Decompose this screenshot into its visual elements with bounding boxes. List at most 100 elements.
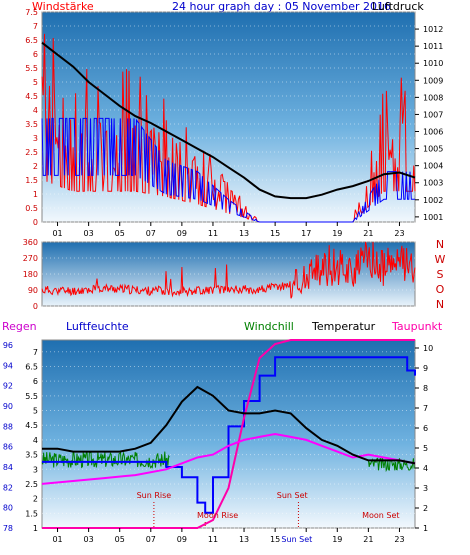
humidity-tick-label: 78 <box>3 524 13 533</box>
humidity-tick-label: 92 <box>3 382 13 391</box>
annotation-label: Sun Rise <box>137 491 172 500</box>
temperature-line <box>42 385 416 465</box>
wind-tick-label: 2 <box>33 162 38 171</box>
x-tick-label: 19 <box>332 535 342 544</box>
windchill-label: Windchill <box>244 320 294 333</box>
wind-tick-label: 1 <box>33 190 38 199</box>
x-tick-label: 03 <box>84 229 94 238</box>
direction-tick-label: 180 <box>23 270 38 279</box>
humidity-tick-label: 86 <box>3 443 13 452</box>
x-tick-label: 11 <box>208 229 218 238</box>
graph-title: 24 hour graph day : 05 November 2016 <box>172 0 391 13</box>
wind-tick-label: 5 <box>33 78 38 87</box>
humidity-tick-label: 94 <box>3 361 13 370</box>
x-tick-label: 13 <box>239 229 249 238</box>
compass-label: W <box>435 253 446 266</box>
x-tick-label: 13 <box>239 535 249 544</box>
x-tick-label: 19 <box>332 229 342 238</box>
direction-tick-label: 360 <box>23 238 38 247</box>
direction-axis: 0 90 180 270 360 <box>23 238 38 311</box>
rain-tick-label: 9 <box>423 364 428 373</box>
wind-tick-label: 3.5 <box>25 120 38 129</box>
temp-tick-label: 3.5 <box>25 451 38 460</box>
rain-tick-label: 7 <box>423 404 428 413</box>
temp-axes: 11.522.533.544.555.566.57788082848688909… <box>3 341 433 533</box>
pressure-tick-label: 1004 <box>423 162 443 171</box>
rain-tick-label: 8 <box>423 384 428 393</box>
wind-tick-label: 4.5 <box>25 92 38 101</box>
pressure-tick-label: 1011 <box>423 42 443 51</box>
compass-label: O <box>436 283 445 296</box>
humidity-tick-label: 80 <box>3 504 13 513</box>
pressure-tick-label: 1010 <box>423 59 443 68</box>
pressure-tick-label: 1008 <box>423 93 443 102</box>
wind-tick-label: 7.5 <box>25 8 38 17</box>
x-tick-label: 01 <box>52 229 62 238</box>
taupunkt-label: Taupunkt <box>391 320 443 333</box>
dewpoint-line <box>41 432 416 485</box>
x-tick-label: 11 <box>208 535 218 544</box>
sun-moon-annotations: Sun Rise Moon Rise Sun Set Moon Set <box>137 491 400 528</box>
temp-tick-label: 3 <box>33 465 38 474</box>
rain-tick-label: 10 <box>423 344 433 353</box>
annotation-label: Moon Rise <box>197 511 238 520</box>
regen-label: Regen <box>2 320 37 333</box>
annotation-label: Moon Set <box>362 511 399 520</box>
wind-tick-label: 5.5 <box>25 64 38 73</box>
wind-tick-label: 7 <box>33 22 38 31</box>
wind-tick-label: 6 <box>33 50 38 59</box>
rain-tick-label: 5 <box>423 444 428 453</box>
wind-axis: 0 0.5 1 1.5 2 2.5 3 3.5 4 4.5 5 5.5 6 6.5 7 7.5 <box>25 8 38 227</box>
direction-panel <box>41 241 416 307</box>
temp-series <box>41 339 416 529</box>
temp-tick-label: 4 <box>33 436 38 445</box>
rain-line <box>42 339 415 529</box>
temp-tick-label: 4.5 <box>25 421 38 430</box>
wind-tick-label: 4 <box>33 106 38 115</box>
direction-line <box>41 241 416 299</box>
pressure-tick-label: 1009 <box>423 76 443 85</box>
rain-tick-label: 3 <box>423 484 428 493</box>
pressure-tick-label: 1001 <box>423 213 443 222</box>
x-tick-label: 05 <box>115 535 125 544</box>
humidity-tick-label: 84 <box>3 463 13 472</box>
top-series <box>41 33 416 223</box>
x-tick-label: 03 <box>84 535 94 544</box>
temp-tick-label: 7 <box>33 348 38 357</box>
temp-tick-label: 2 <box>33 495 38 504</box>
temp-tick-label: 5.5 <box>25 392 38 401</box>
x-tick-label: 15 <box>270 535 280 544</box>
humidity-line <box>42 356 416 514</box>
direction-tick-label: 0 <box>33 302 38 311</box>
rain-tick-label: 4 <box>423 464 428 473</box>
x-tick-label: 09 <box>177 229 187 238</box>
temp-x-axis: 01 03 05 07 09 11 13 15 19 21 23 Sun Set <box>52 528 405 544</box>
humidity-tick-label: 88 <box>3 422 13 431</box>
x-tick-label: 09 <box>177 535 187 544</box>
temperatur-label: Temperatur <box>311 320 376 333</box>
pressure-tick-label: 1012 <box>423 25 443 34</box>
pressure-tick-label: 1005 <box>423 145 443 154</box>
humidity-tick-label: 96 <box>3 341 13 350</box>
pressure-title: Luftdruck <box>372 0 424 13</box>
rain-tick-label: 1 <box>423 524 428 533</box>
temp-tick-label: 5 <box>33 407 38 416</box>
temp-tick-label: 1.5 <box>25 509 38 518</box>
temp-tick-label: 6.5 <box>25 362 38 371</box>
top-x-axis: 01 03 05 07 09 11 13 15 17 19 21 23 <box>52 222 405 238</box>
compass-label: S <box>437 268 444 281</box>
wind-tick-label: 3 <box>33 134 38 143</box>
wind-tick-label: 0 <box>33 218 38 227</box>
pressure-tick-label: 1002 <box>423 196 443 205</box>
luftfeuchte-label: Luftfeuchte <box>66 320 129 333</box>
direction-series <box>41 241 416 299</box>
pressure-tick-label: 1007 <box>423 110 443 119</box>
pressure-axis: 1001 1002 1003 1004 1005 1006 1007 1008 1009 1010… <box>415 25 443 222</box>
x-tick-label: 23 <box>394 229 404 238</box>
pressure-line <box>41 41 416 200</box>
rain-tick-label: 2 <box>423 504 428 513</box>
x-tick-label: 17 <box>301 229 311 238</box>
